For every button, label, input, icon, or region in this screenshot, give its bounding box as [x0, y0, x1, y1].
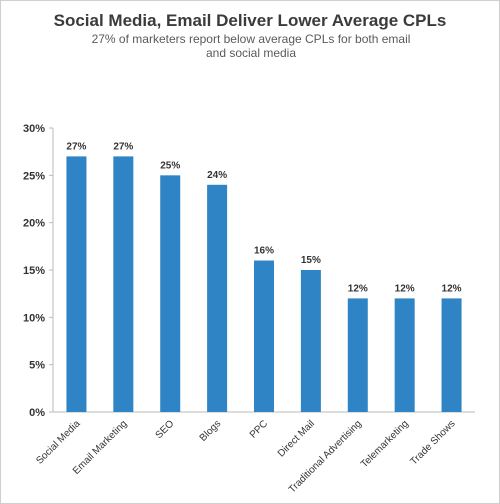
x-tick-label: Telemarketing	[359, 418, 411, 470]
bar	[207, 184, 228, 412]
bar	[160, 175, 181, 412]
y-tick-label: 10%	[23, 312, 45, 324]
chart-subtitle: 27% of marketers report below average CP…	[91, 32, 411, 60]
data-label: 16%	[254, 246, 274, 257]
y-tick-label: 5%	[29, 360, 45, 372]
data-label: 27%	[66, 141, 86, 152]
bar	[113, 156, 134, 412]
y-tick-label: 0%	[29, 407, 45, 419]
data-label: 12%	[395, 283, 415, 294]
data-label: 25%	[160, 160, 180, 171]
data-label: 15%	[301, 255, 321, 266]
x-tick-label: Direct Mail	[276, 418, 317, 459]
y-tick-label: 20%	[23, 218, 45, 230]
bar	[66, 156, 87, 412]
data-label: 12%	[442, 283, 462, 294]
chart-title: Social Media, Email Deliver Lower Averag…	[53, 11, 447, 30]
x-tick-label: SEO	[154, 418, 177, 441]
data-label: 24%	[207, 170, 227, 181]
y-tick-label: 25%	[23, 170, 45, 182]
data-label: 12%	[348, 283, 368, 294]
x-tick-label: PPC	[248, 418, 270, 440]
y-tick-label: 15%	[23, 265, 45, 277]
x-tick-label: Social Media	[34, 418, 83, 467]
bar	[394, 298, 415, 412]
y-tick-label: 30%	[23, 123, 45, 135]
bar	[347, 298, 368, 412]
bar	[254, 260, 274, 412]
x-tick-label: Trade Shows	[408, 418, 457, 467]
data-label: 27%	[113, 141, 133, 152]
x-tick-label: Blogs	[198, 418, 223, 443]
bar	[441, 298, 462, 412]
bar	[300, 270, 321, 412]
